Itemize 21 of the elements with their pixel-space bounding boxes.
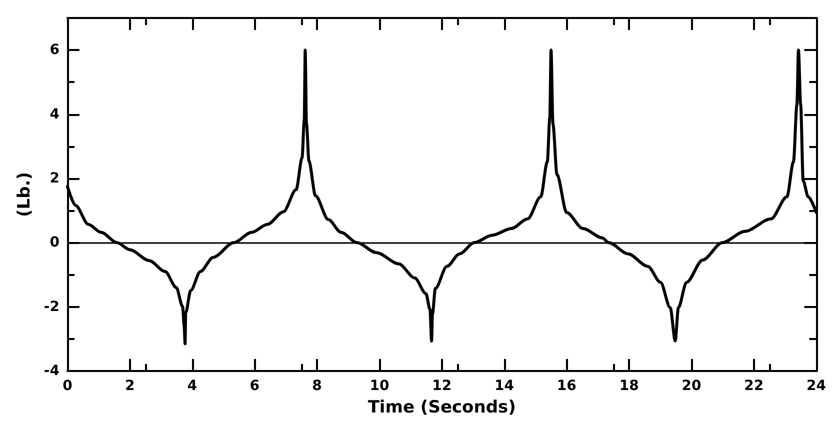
y-tick-label: -2 bbox=[44, 298, 60, 315]
x-tick-label: 4 bbox=[187, 378, 198, 394]
x-tick-label: 24 bbox=[806, 378, 826, 394]
y-axis-title: (Lb.) bbox=[14, 172, 34, 217]
x-tick-label: 18 bbox=[619, 378, 639, 394]
x-tick-label: 22 bbox=[744, 378, 764, 394]
x-axis-title: Time (Seconds) bbox=[368, 398, 516, 418]
x-tick-label: 16 bbox=[556, 378, 576, 394]
y-tick-label: -4 bbox=[44, 363, 60, 379]
x-tick-label: 12 bbox=[432, 378, 452, 394]
y-tick-label: 6 bbox=[50, 42, 60, 58]
x-tick-label: 6 bbox=[250, 378, 260, 394]
y-tick-label: 4 bbox=[50, 106, 60, 122]
y-tick-label: 0 bbox=[50, 234, 60, 251]
x-tick-label: 8 bbox=[312, 378, 322, 394]
x-tick-label: 2 bbox=[124, 378, 135, 394]
y-tick-label: 2 bbox=[50, 170, 60, 186]
x-tick-label: 14 bbox=[494, 378, 514, 394]
x-tick-label: 20 bbox=[682, 378, 702, 394]
x-tick-label: 10 bbox=[370, 378, 390, 394]
x-tick-label: 0 bbox=[62, 378, 73, 394]
